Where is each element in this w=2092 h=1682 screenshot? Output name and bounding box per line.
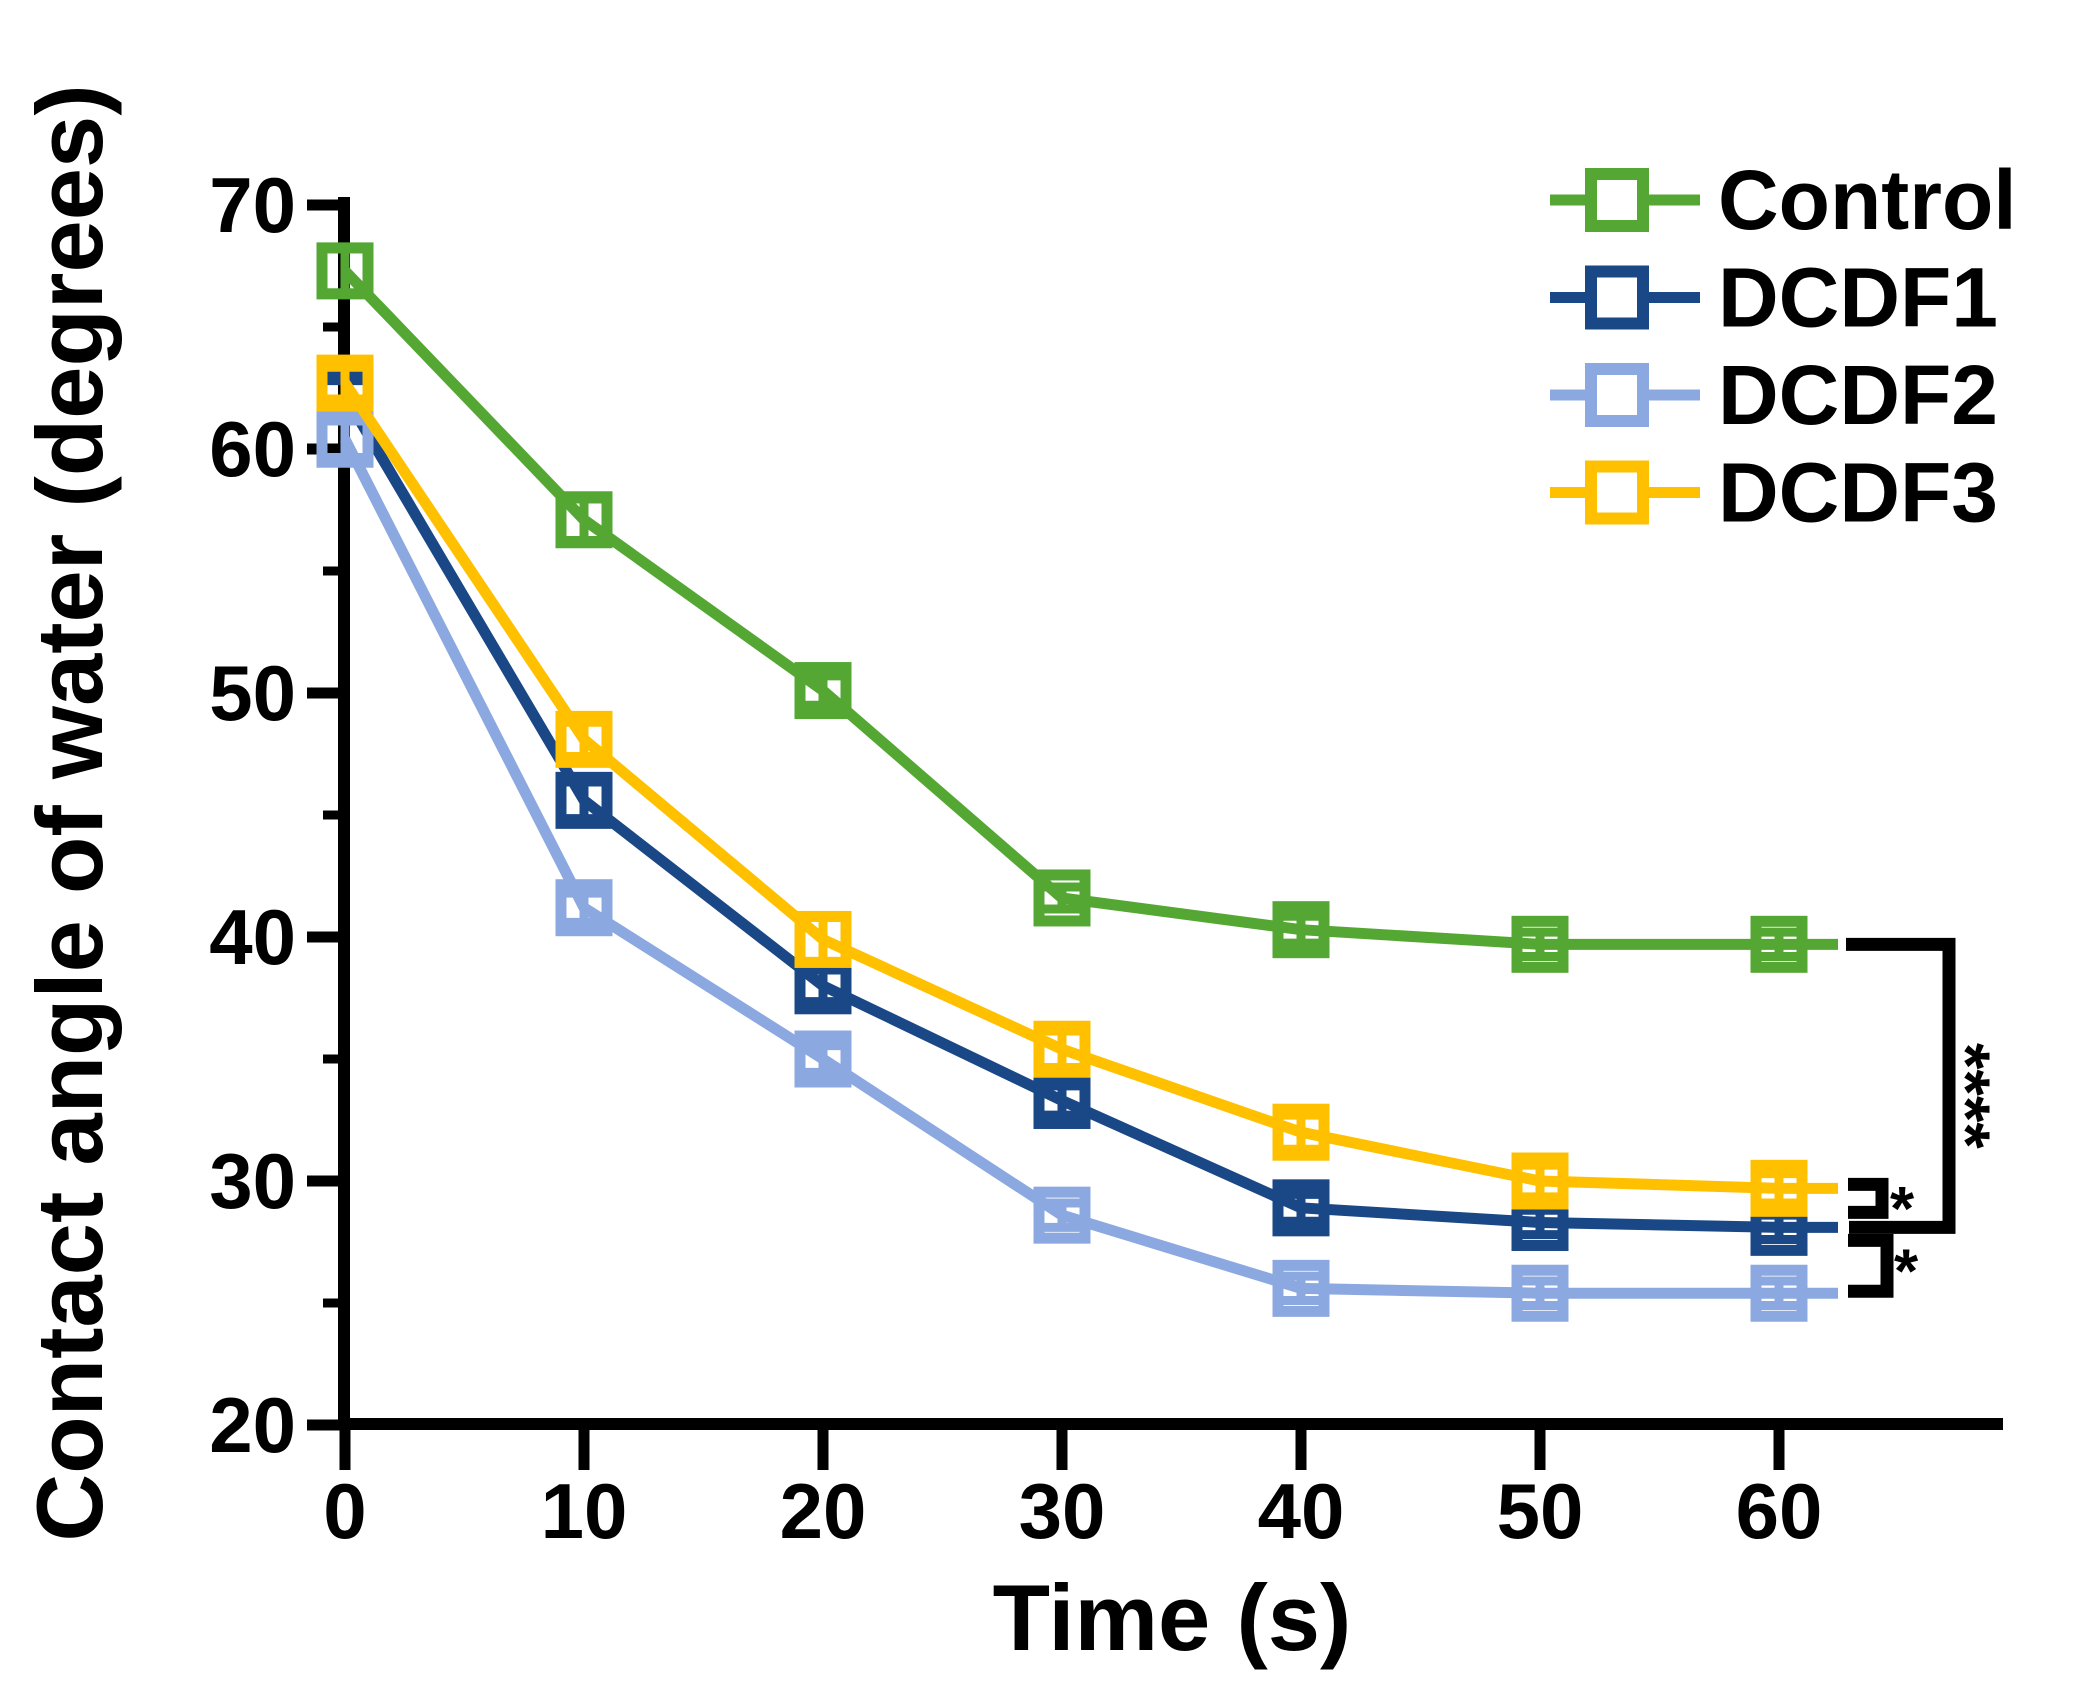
x-tick-label: 40: [1258, 1467, 1345, 1555]
sig-label-dcdf3-dcdf1: *: [1890, 1175, 1915, 1244]
series-line-dcdf2: [340, 436, 1838, 1299]
data-point-marker: [794, 662, 852, 720]
sig-label-dcdf1-dcdf2: *: [1894, 1237, 1919, 1306]
data-point-marker: [1750, 1159, 1808, 1217]
data-point-marker: [1272, 1103, 1330, 1161]
legend-label: DCDF3: [1718, 446, 1998, 540]
data-point-marker: [555, 879, 613, 937]
data-point-marker: [1511, 1152, 1569, 1210]
data-point-marker: [1511, 915, 1569, 973]
data-point-marker: [1750, 1264, 1808, 1322]
x-tick-label: 60: [1736, 1467, 1823, 1555]
data-point-marker: [1272, 1259, 1330, 1317]
data-point-marker: [555, 710, 613, 768]
series-line-dcdf1: [340, 392, 1838, 1233]
series-control: [316, 242, 1838, 973]
data-point-marker: [555, 771, 613, 829]
legend-marker-swatch: [1585, 168, 1649, 232]
data-point-marker: [316, 354, 374, 412]
sig-bracket-dcdf1-dcdf2: [1848, 1233, 1894, 1298]
legend-label: DCDF2: [1718, 348, 1998, 442]
data-point-marker: [1033, 1020, 1091, 1078]
x-tick-label: 20: [780, 1467, 867, 1555]
data-point-marker: [316, 410, 374, 468]
data-point-marker: [1033, 869, 1091, 927]
y-tick-label: 40: [209, 893, 296, 981]
data-point-marker: [794, 1030, 852, 1088]
data-point-marker: [1272, 1179, 1330, 1237]
legend-item-dcdf3: DCDF3: [1550, 446, 1998, 540]
y-tick-label: 50: [209, 649, 296, 737]
legend-marker-swatch: [1585, 363, 1649, 427]
y-tick-label: 20: [209, 1381, 296, 1469]
y-axis-title: Contact angle of water (degrees): [17, 84, 122, 1541]
y-tick-label: 30: [209, 1137, 296, 1225]
sig-bracket-dcdf3-dcdf1: [1848, 1177, 1889, 1219]
legend-marker-swatch: [1585, 265, 1649, 330]
legend-marker-swatch: [1585, 460, 1649, 525]
x-tick-label: 10: [541, 1467, 628, 1555]
legend-label: Control: [1718, 153, 2017, 247]
y-tick-label: 60: [209, 405, 296, 493]
data-point-marker: [555, 491, 613, 549]
legend-item-control: Control: [1550, 153, 2017, 247]
x-tick-label: 0: [323, 1467, 366, 1555]
data-point-marker: [794, 910, 852, 968]
legend-label: DCDF1: [1718, 251, 1998, 345]
data-point-marker: [1272, 901, 1330, 959]
x-axis-title: Time (s): [993, 1565, 1352, 1670]
x-tick-label: 50: [1497, 1467, 1584, 1555]
data-point-marker: [316, 242, 374, 300]
data-point-marker: [1511, 1264, 1569, 1322]
sig-label-control-dcdf1: ****: [1928, 1043, 2004, 1149]
y-tick-label: 70: [209, 161, 296, 249]
data-point-marker: [1750, 915, 1808, 973]
series-dcdf2: [316, 410, 1838, 1322]
series-line-dcdf3: [340, 380, 1838, 1194]
series-dcdf3: [316, 354, 1838, 1217]
sig-bracket-control-dcdf1: [1846, 937, 1956, 1234]
legend-item-dcdf1: DCDF1: [1550, 251, 1998, 345]
data-point-marker: [1033, 1186, 1091, 1244]
x-tick-label: 30: [1019, 1467, 1106, 1555]
legend-item-dcdf2: DCDF2: [1550, 348, 1998, 442]
series-line-control: [341, 267, 1838, 950]
